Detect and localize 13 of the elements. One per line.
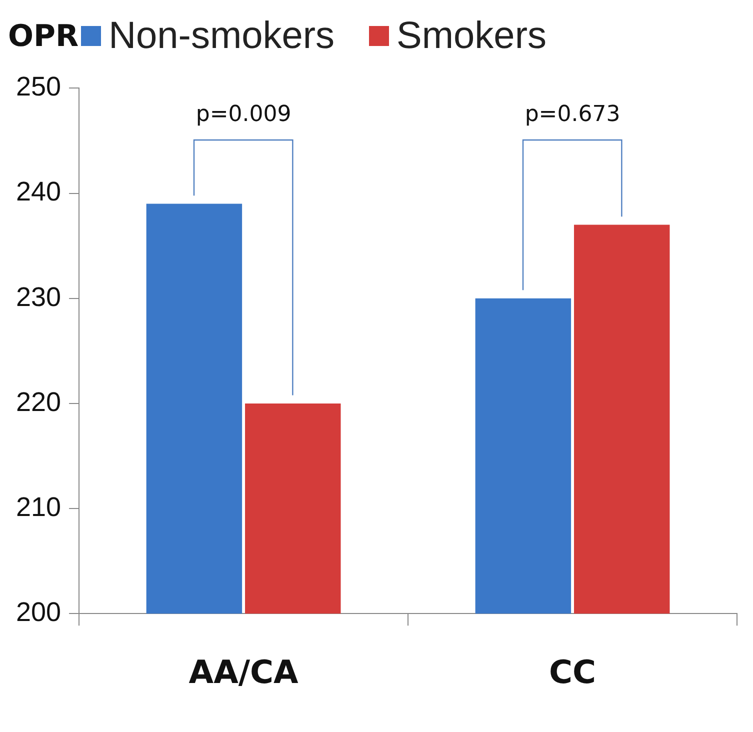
x-tick-label: CC (549, 653, 596, 692)
y-tick-label: 240 (16, 176, 62, 207)
chart-title: OPR (8, 18, 79, 54)
y-tick-label: 210 (16, 492, 62, 522)
x-tick-label: AA/CA (188, 653, 299, 692)
y-tick-label: 200 (16, 597, 62, 628)
y-tick-label: 230 (16, 282, 62, 312)
y-tick-label: 220 (16, 386, 62, 417)
annotation: p=0.009 (196, 102, 292, 127)
y-tick-label: 250 (16, 72, 62, 102)
legend-label: Smokers (396, 14, 546, 58)
annotation: p=0.673 (524, 102, 620, 127)
legend-label: Non-smokers (108, 14, 335, 58)
